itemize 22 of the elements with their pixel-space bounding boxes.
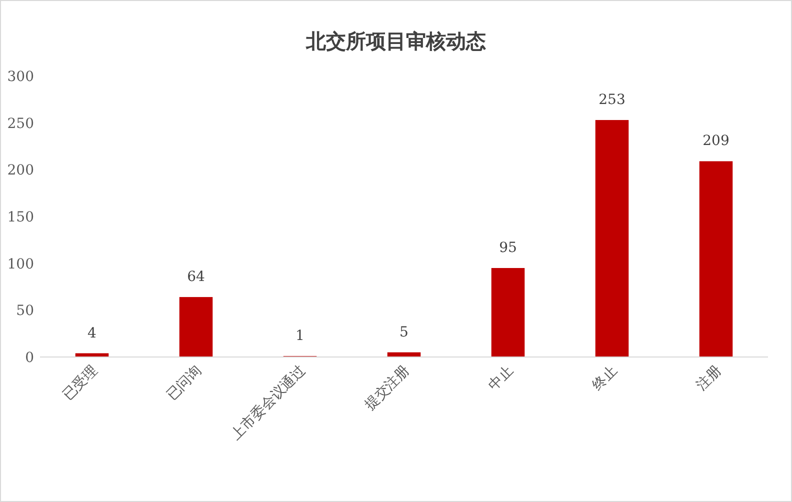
x-tick-label: 终止 bbox=[590, 362, 621, 394]
data-label: 1 bbox=[296, 328, 304, 344]
data-label: 5 bbox=[400, 324, 408, 340]
y-tick-label: 250 bbox=[7, 116, 34, 132]
x-tick-label: 中止 bbox=[486, 362, 517, 394]
data-label: 95 bbox=[499, 240, 517, 256]
y-tick-label: 200 bbox=[7, 162, 34, 179]
data-label: 253 bbox=[598, 92, 626, 108]
x-tick-label: 上市委会议通过 bbox=[228, 362, 309, 444]
data-label: 4 bbox=[88, 325, 97, 342]
x-tick-label: 已问询 bbox=[164, 362, 205, 404]
data-label: 209 bbox=[702, 133, 730, 150]
x-tick-label: 已受理 bbox=[60, 362, 101, 404]
x-tick-label: 注册 bbox=[694, 362, 725, 394]
y-tick-label: 150 bbox=[7, 210, 34, 226]
y-tick-label: 300 bbox=[7, 69, 34, 85]
y-tick-label: 0 bbox=[25, 350, 34, 366]
x-tick-label: 提交注册 bbox=[362, 362, 413, 414]
y-tick-label: 100 bbox=[7, 256, 34, 272]
data-label: 64 bbox=[187, 269, 205, 286]
y-tick-label: 50 bbox=[16, 303, 34, 320]
chart-title: 北交所项目审核动态 bbox=[305, 29, 486, 53]
